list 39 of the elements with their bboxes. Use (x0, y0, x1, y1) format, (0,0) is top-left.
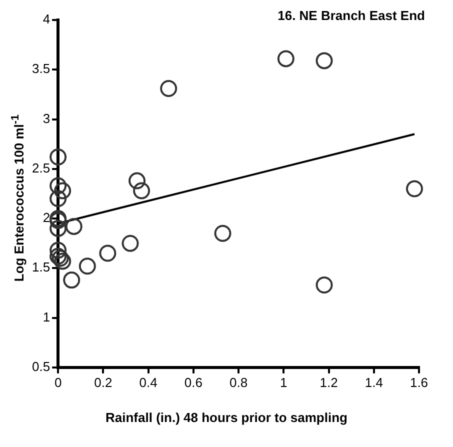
point (54, 182, 72, 200)
y-tick-label: 3 (42, 110, 50, 126)
point (50, 148, 67, 166)
point (78, 258, 96, 275)
y-tick-label: 2.5 (32, 160, 50, 176)
point (316, 276, 333, 294)
y-tick-label: 1 (42, 309, 50, 324)
x-tick-label: 1.2 (320, 374, 338, 390)
point (99, 244, 116, 262)
point (122, 234, 139, 252)
point (65, 218, 82, 235)
point (50, 242, 67, 259)
point (277, 50, 294, 68)
y-tick-label: 2 (42, 210, 50, 226)
point (128, 172, 146, 190)
point (406, 180, 423, 198)
point (50, 177, 67, 194)
x-tick-label: 1 (280, 374, 288, 390)
x-tick-label: 1.4 (364, 374, 383, 390)
chart-title: 16. NE Branch East End (278, 8, 425, 23)
x-tick-label: 0.2 (94, 374, 112, 390)
point (50, 190, 67, 208)
x-tick-label: 0.4 (139, 374, 158, 390)
y-tick-label: 3.5 (32, 61, 50, 76)
y-tick-label: 0.5 (32, 358, 50, 374)
x-tick-label: 0.6 (184, 374, 202, 390)
x-tick-label: 0 (54, 374, 62, 390)
x-tick-label: 1.6 (410, 374, 428, 390)
point (50, 220, 67, 237)
point (160, 80, 178, 97)
point (63, 272, 80, 289)
y-tick-label: 4 (42, 12, 50, 27)
x-tick-label: 0.8 (229, 374, 248, 390)
point (54, 252, 72, 270)
point (133, 182, 150, 200)
x-axis-title: Rainfall (in.) 48 hours prior to sampling (104, 410, 348, 425)
point (316, 52, 333, 70)
y-tick-label: 1.5 (32, 260, 50, 275)
point (214, 224, 232, 242)
